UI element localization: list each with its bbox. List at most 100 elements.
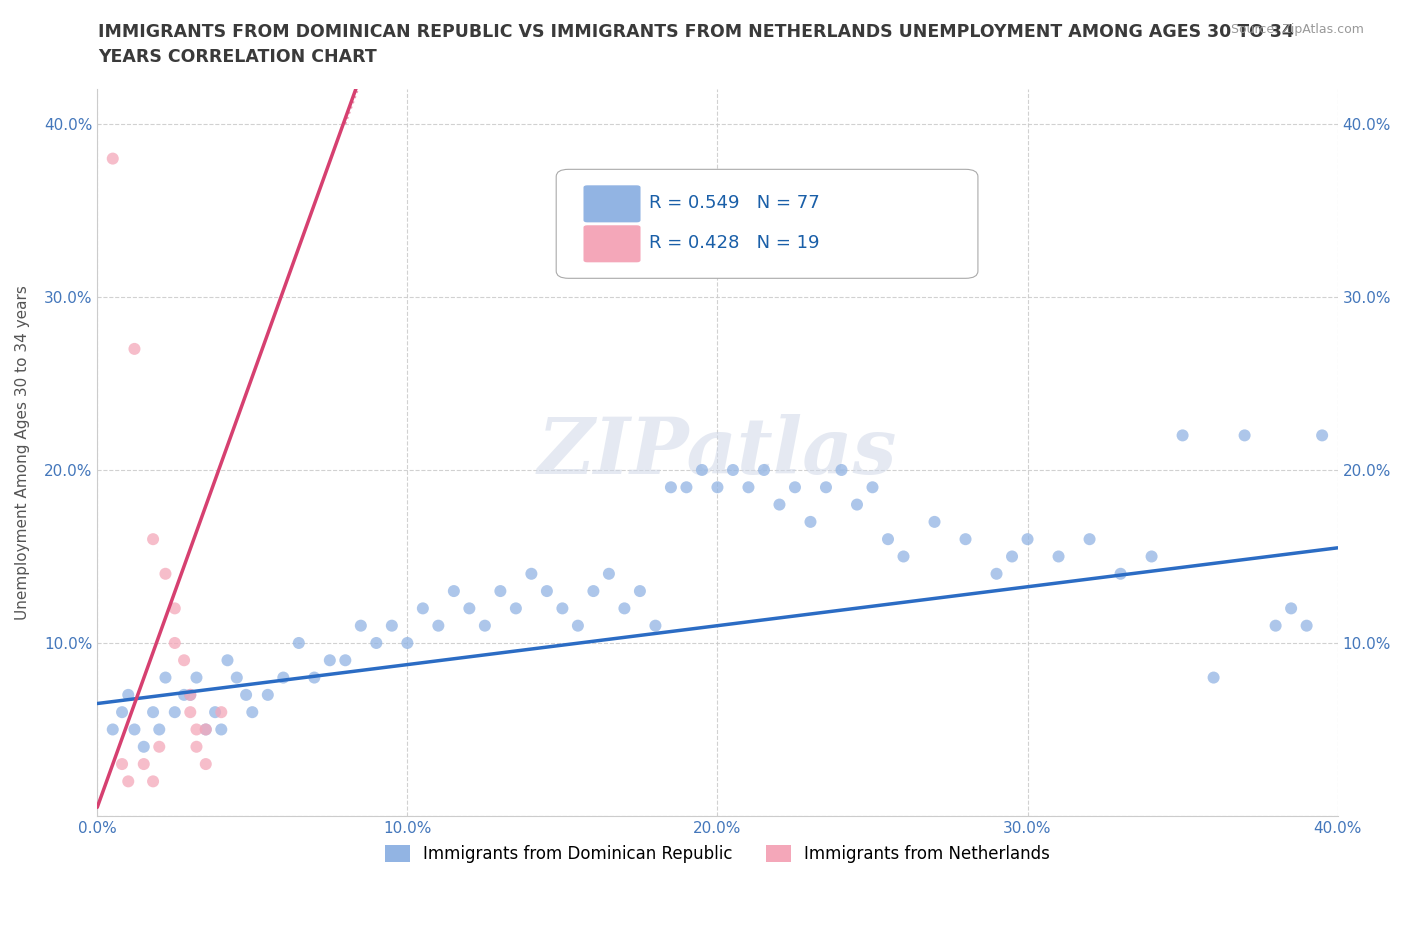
Point: [628, 584, 651, 599]
Point: [350, 618, 373, 633]
Point: [101, 152, 124, 166]
Text: Source: ZipAtlas.com: Source: ZipAtlas.com: [1230, 23, 1364, 36]
Point: [111, 705, 134, 720]
Point: [101, 722, 124, 737]
Point: [396, 635, 419, 650]
Point: [505, 601, 527, 616]
Point: [536, 584, 558, 599]
Point: [814, 480, 837, 495]
Point: [204, 705, 226, 720]
Point: [132, 757, 155, 772]
FancyBboxPatch shape: [557, 169, 979, 278]
Point: [319, 653, 342, 668]
Point: [520, 566, 543, 581]
FancyBboxPatch shape: [583, 185, 641, 222]
Point: [194, 722, 217, 737]
Point: [163, 635, 186, 650]
Point: [830, 462, 852, 477]
Point: [173, 653, 195, 668]
FancyBboxPatch shape: [583, 225, 641, 262]
Point: [304, 671, 326, 685]
Point: [194, 757, 217, 772]
Point: [1233, 428, 1256, 443]
Point: [799, 514, 821, 529]
Point: [186, 671, 208, 685]
Point: [117, 687, 139, 702]
Point: [1078, 532, 1101, 547]
Point: [474, 618, 496, 633]
Point: [148, 739, 170, 754]
Point: [186, 739, 208, 754]
Point: [179, 705, 201, 720]
Point: [1279, 601, 1302, 616]
Point: [235, 687, 257, 702]
Point: [335, 653, 357, 668]
Point: [155, 566, 177, 581]
Point: [1017, 532, 1039, 547]
Text: R = 0.549   N = 77: R = 0.549 N = 77: [650, 193, 820, 212]
Point: [132, 739, 155, 754]
Point: [381, 618, 404, 633]
Point: [366, 635, 388, 650]
Point: [179, 687, 201, 702]
Point: [271, 671, 294, 685]
Y-axis label: Unemployment Among Ages 30 to 34 years: Unemployment Among Ages 30 to 34 years: [15, 286, 30, 620]
Point: [752, 462, 775, 477]
Point: [1310, 428, 1333, 443]
Point: [124, 341, 146, 356]
Point: [412, 601, 434, 616]
Point: [1295, 618, 1317, 633]
Point: [1171, 428, 1194, 443]
Point: [783, 480, 806, 495]
Point: [986, 566, 1008, 581]
Text: R = 0.428   N = 19: R = 0.428 N = 19: [650, 234, 820, 252]
Point: [148, 722, 170, 737]
Point: [1264, 618, 1286, 633]
Point: [458, 601, 481, 616]
Point: [644, 618, 666, 633]
Point: [737, 480, 759, 495]
Point: [173, 687, 195, 702]
Point: [862, 480, 884, 495]
Text: ZIPatlas: ZIPatlas: [537, 415, 897, 491]
Point: [163, 601, 186, 616]
Point: [567, 618, 589, 633]
Point: [256, 687, 278, 702]
Point: [1202, 671, 1225, 685]
Point: [768, 498, 790, 512]
Point: [1140, 549, 1163, 564]
Text: YEARS CORRELATION CHART: YEARS CORRELATION CHART: [98, 48, 377, 66]
Point: [846, 498, 869, 512]
Text: IMMIGRANTS FROM DOMINICAN REPUBLIC VS IMMIGRANTS FROM NETHERLANDS UNEMPLOYMENT A: IMMIGRANTS FROM DOMINICAN REPUBLIC VS IM…: [98, 23, 1295, 41]
Point: [690, 462, 713, 477]
Point: [924, 514, 946, 529]
Point: [706, 480, 728, 495]
Point: [659, 480, 682, 495]
Point: [955, 532, 977, 547]
Point: [721, 462, 744, 477]
Point: [142, 705, 165, 720]
Point: [598, 566, 620, 581]
Point: [111, 757, 134, 772]
Point: [1109, 566, 1132, 581]
Point: [163, 705, 186, 720]
Point: [877, 532, 900, 547]
Point: [186, 722, 208, 737]
Point: [613, 601, 636, 616]
Point: [240, 705, 263, 720]
Point: [551, 601, 574, 616]
Point: [288, 635, 311, 650]
Point: [489, 584, 512, 599]
Point: [1047, 549, 1070, 564]
Point: [225, 671, 247, 685]
Point: [1001, 549, 1024, 564]
Point: [117, 774, 139, 789]
Point: [142, 532, 165, 547]
Point: [124, 722, 146, 737]
Point: [582, 584, 605, 599]
Point: [217, 653, 239, 668]
Point: [893, 549, 915, 564]
Point: [155, 671, 177, 685]
Point: [209, 705, 232, 720]
Point: [179, 687, 201, 702]
